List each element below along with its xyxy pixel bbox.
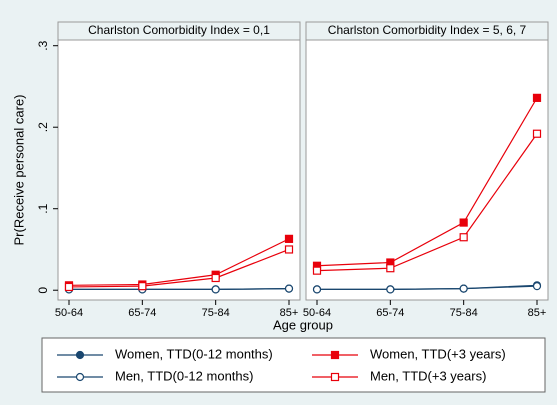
panel-title: Charlston Comorbidity Index = 0,1 <box>88 23 270 37</box>
legend-label: Women, TTD(+3 years) <box>370 346 506 361</box>
marker <box>532 93 542 102</box>
marker <box>64 282 74 292</box>
legend <box>41 337 546 393</box>
marker <box>532 282 542 291</box>
plot-area <box>305 39 549 301</box>
marker <box>459 284 468 293</box>
x-axis-label: Age group <box>273 317 333 332</box>
x-tick-label: 75-84 <box>202 307 230 319</box>
legend-label: Men, TTD(+3 years) <box>370 368 486 383</box>
x-tick-label: 65-74 <box>128 307 156 319</box>
marker <box>284 284 294 293</box>
series-line <box>68 248 290 288</box>
legend-label: Men, TTD(0-12 months) <box>115 368 253 383</box>
legend-label: Women, TTD(0-12 months) <box>115 346 273 361</box>
marker <box>211 285 220 294</box>
marker <box>459 218 468 227</box>
series-line <box>69 287 290 291</box>
x-tick-label: 75-84 <box>450 307 478 319</box>
plot-area <box>57 39 301 301</box>
x-tick-label: 85+ <box>528 307 547 319</box>
marker <box>75 372 85 382</box>
marker <box>330 372 340 382</box>
x-tick-label: 50-64 <box>303 307 331 319</box>
series-line <box>316 133 538 272</box>
x-tick-label: 65-74 <box>376 307 404 319</box>
marker <box>211 273 220 283</box>
y-tick-label: .1 <box>36 203 50 213</box>
marker <box>330 350 340 360</box>
panel-title: Charlston Comorbidity Index = 5, 6, 7 <box>328 23 527 37</box>
marker <box>386 264 395 273</box>
x-tick-label: 50-64 <box>55 307 83 319</box>
y-tick-label: .2 <box>36 122 50 132</box>
marker <box>284 234 294 243</box>
y-axis-label: Pr(Receive personal care) <box>11 94 26 245</box>
marker <box>284 245 294 254</box>
marker <box>138 282 147 291</box>
y-tick-label: 0 <box>36 287 50 294</box>
marker <box>75 350 85 360</box>
series-line <box>316 97 538 267</box>
marker <box>532 129 542 138</box>
marker <box>312 266 322 275</box>
marker <box>386 285 395 294</box>
series-line <box>68 238 290 286</box>
marker <box>312 285 322 294</box>
x-tick-label: 85+ <box>280 307 299 319</box>
marker <box>459 233 468 242</box>
series-line <box>317 285 538 291</box>
y-tick-label: .3 <box>36 40 50 50</box>
